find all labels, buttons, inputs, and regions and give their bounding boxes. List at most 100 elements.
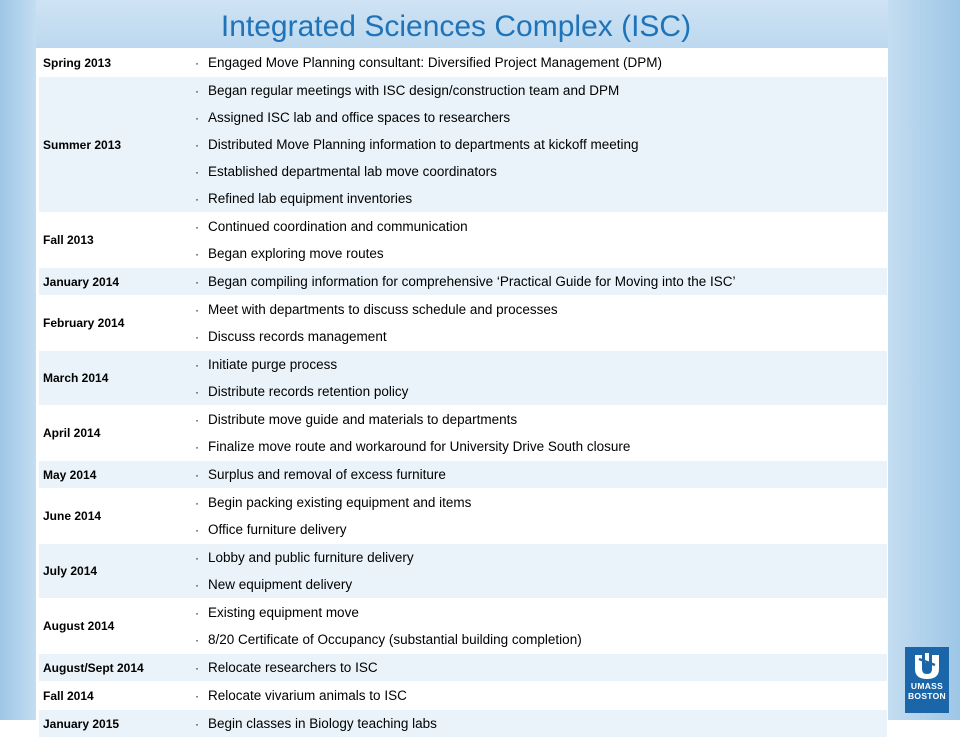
- bullet-icon: ·: [195, 275, 199, 289]
- milestone-text: Assigned ISC lab and office spaces to re…: [208, 110, 511, 125]
- milestone-text: Office furniture delivery: [208, 522, 347, 537]
- milestone-text: Surplus and removal of excess furniture: [208, 467, 446, 482]
- milestones-cell: · Began compiling information for compreh…: [191, 267, 887, 296]
- table-row: May 2014 · Surplus and removal of excess f…: [39, 460, 887, 489]
- milestones-cell: · Begin classes in Biology teaching labs: [191, 709, 887, 738]
- table-row: January 2014 · Began compiling information…: [39, 267, 887, 296]
- bullet-icon: ·: [195, 633, 199, 647]
- right-accent-band: [888, 0, 960, 720]
- milestone-item: · Discuss records management: [195, 323, 887, 350]
- milestone-item: · Relocate researchers to ISC: [195, 654, 887, 681]
- milestone-item: · Meet with departments to discuss schedu…: [195, 296, 887, 323]
- milestone-text: Relocate researchers to ISC: [208, 660, 378, 675]
- milestones-cell: · Existing equipment move · 8/20 Certificat…: [191, 598, 887, 654]
- logo-line-2: BOSTON: [907, 691, 946, 701]
- bullet-icon: ·: [195, 689, 199, 703]
- milestone-text: Discuss records management: [208, 329, 387, 344]
- milestones-cell: · Relocate researchers to ISC: [191, 653, 887, 682]
- period-cell: July 2014: [39, 543, 191, 599]
- milestones-cell: · Continued coordination and communicatio…: [191, 212, 887, 268]
- slide-title: Integrated Sciences Complex (ISC): [220, 10, 692, 43]
- milestone-text: Began exploring move routes: [208, 246, 384, 261]
- milestone-item: · Finalize move route and workaround for …: [195, 433, 887, 460]
- milestone-text: Lobby and public furniture delivery: [208, 550, 414, 565]
- period-cell: February 2014: [39, 295, 191, 351]
- period-cell: January 2014: [39, 267, 191, 296]
- period-cell: Fall 2013: [39, 212, 191, 268]
- table-row: March 2014 · Initiate purge process · Distri…: [39, 350, 887, 406]
- milestone-text: Began regular meetings with ISC design/c…: [208, 83, 620, 98]
- milestone-item: · Surplus and removal of excess furniture: [195, 461, 887, 488]
- milestone-item: · Engaged Move Planning consultant: Diver…: [195, 49, 887, 76]
- bullet-icon: ·: [195, 606, 199, 620]
- milestone-item: · Relocate vivarium animals to ISC: [195, 682, 887, 709]
- milestones-cell: · Relocate vivarium animals to ISC: [191, 681, 887, 710]
- period-cell: March 2014: [39, 350, 191, 406]
- bullet-icon: ·: [195, 192, 199, 206]
- bullet-icon: ·: [195, 385, 199, 399]
- period-cell: April 2014: [39, 405, 191, 461]
- bullet-icon: ·: [195, 138, 199, 152]
- milestone-item: · Begin packing existing equipment and it…: [195, 489, 887, 516]
- milestone-text: New equipment delivery: [208, 577, 353, 592]
- period-cell: Spring 2013: [39, 49, 191, 77]
- milestone-text: Existing equipment move: [208, 605, 359, 620]
- period-cell: Summer 2013: [39, 76, 191, 213]
- milestone-text: Engaged Move Planning consultant: Divers…: [208, 55, 662, 70]
- milestone-text: Begin classes in Biology teaching labs: [208, 716, 437, 731]
- table-row: Spring 2013 · Engaged Move Planning consul…: [39, 49, 887, 77]
- bullet-icon: ·: [195, 578, 199, 592]
- milestone-item: · Began compiling information for compreh…: [195, 268, 887, 295]
- milestone-text: Begin packing existing equipment and ite…: [208, 495, 472, 510]
- period-cell: May 2014: [39, 460, 191, 489]
- milestone-item: · Began regular meetings with ISC design/…: [195, 77, 887, 104]
- milestone-item: · Distribute move guide and materials to …: [195, 406, 887, 433]
- milestone-item: · Refined lab equipment inventories: [195, 185, 887, 212]
- bullet-icon: ·: [195, 551, 199, 565]
- milestone-item: · Established departmental lab move coord…: [195, 158, 887, 185]
- table-row: Summer 2013 · Began regular meetings with …: [39, 76, 887, 213]
- milestone-text: Began compiling information for comprehe…: [208, 274, 736, 289]
- logo-line-1: UMASS: [910, 681, 944, 691]
- bullet-icon: ·: [195, 468, 199, 482]
- milestone-item: · Initiate purge process: [195, 351, 887, 378]
- milestone-text: 8/20 Certificate of Occupancy (substanti…: [208, 632, 582, 647]
- milestone-text: Refined lab equipment inventories: [208, 191, 413, 206]
- milestone-item: · Existing equipment move: [195, 599, 887, 626]
- bullet-icon: ·: [195, 440, 199, 454]
- milestones-cell: · Distribute move guide and materials to …: [191, 405, 887, 461]
- bullet-icon: ·: [195, 220, 199, 234]
- table-row: June 2014 · Begin packing existing equipme…: [39, 488, 887, 544]
- period-cell: January 2015: [39, 709, 191, 738]
- milestone-item: · New equipment delivery: [195, 571, 887, 598]
- milestone-item: · Office furniture delivery: [195, 516, 887, 543]
- left-accent-band: [0, 0, 36, 720]
- bullet-icon: ·: [195, 661, 199, 675]
- title-band: [36, 0, 888, 48]
- period-cell: June 2014: [39, 488, 191, 544]
- milestones-cell: · Lobby and public furniture delivery · New…: [191, 543, 887, 599]
- bullet-icon: ·: [195, 303, 199, 317]
- milestone-text: Distributed Move Planning information to…: [208, 137, 639, 152]
- bullet-icon: ·: [195, 56, 199, 70]
- table-row: Fall 2014 · Relocate vivarium animals to I…: [39, 681, 887, 710]
- bullet-icon: ·: [195, 523, 199, 537]
- table-row: August 2014 · Existing equipment move · 8/20…: [39, 598, 887, 654]
- timeline-table: Spring 2013 · Engaged Move Planning consul…: [39, 49, 887, 738]
- bullet-icon: ·: [195, 496, 199, 510]
- milestone-item: · Assigned ISC lab and office spaces to r…: [195, 104, 887, 131]
- milestones-cell: · Meet with departments to discuss schedu…: [191, 295, 887, 351]
- bullet-icon: ·: [195, 717, 199, 731]
- bullet-icon: ·: [195, 358, 199, 372]
- bullet-icon: ·: [195, 413, 199, 427]
- milestone-item: · Began exploring move routes: [195, 240, 887, 267]
- table-row: January 2015 · Begin classes in Biology te…: [39, 709, 887, 738]
- milestones-cell: · Began regular meetings with ISC design/…: [191, 76, 887, 213]
- bullet-icon: ·: [195, 330, 199, 344]
- milestone-text: Continued coordination and communication: [208, 219, 468, 234]
- umass-boston-logo: UMASS BOSTON: [905, 647, 949, 713]
- milestone-text: Established departmental lab move coordi…: [208, 164, 497, 179]
- milestone-text: Distribute records retention policy: [208, 384, 409, 399]
- bullet-icon: ·: [195, 247, 199, 261]
- milestone-text: Meet with departments to discuss schedul…: [208, 302, 558, 317]
